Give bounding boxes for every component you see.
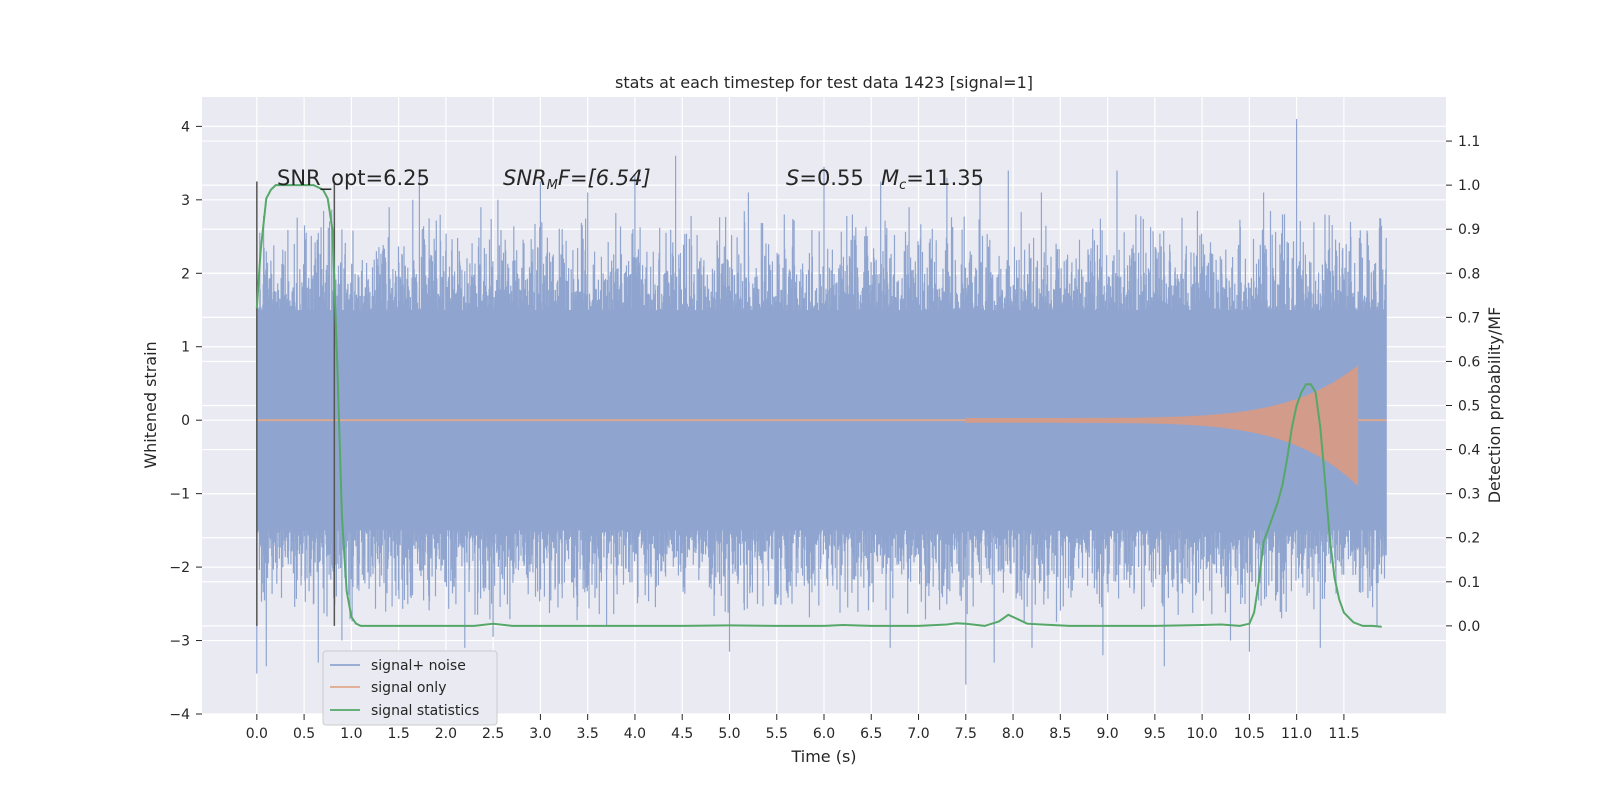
y-tick-label: 1 — [181, 340, 190, 356]
x-tick-label: 9.5 — [1144, 726, 1166, 742]
x-tick-label: 6.0 — [813, 726, 835, 742]
annotation-mc-value: =11.35 — [906, 166, 984, 190]
y2-tick-label: 0.1 — [1458, 575, 1480, 591]
y-tick-label: 0 — [181, 413, 190, 429]
y-tick-label: −1 — [169, 487, 190, 503]
x-tick-label: 1.5 — [387, 726, 409, 742]
y-axis-label-left: Whitened strain — [141, 341, 160, 468]
y2-tick-label: 0.3 — [1458, 487, 1480, 503]
y2-tick-label: 0.4 — [1458, 443, 1480, 459]
x-tick-label: 9.0 — [1096, 726, 1118, 742]
signal-only-chirp — [965, 365, 1359, 487]
y-axis-label-right: Detection probability/MF — [1485, 307, 1504, 504]
annotation-mc-sub: c — [899, 178, 906, 193]
x-tick-label: 0.0 — [246, 726, 268, 742]
legend-label-signal-noise: signal+ noise — [371, 658, 466, 674]
x-tick-label: 10.0 — [1187, 726, 1218, 742]
x-axis: 0.0 0.5 1.0 1.5 2.0 2.5 3.0 3.5 4.0 4.5 5.0 5.5 6.0 6… — [246, 714, 1359, 742]
x-tick-label: 5.5 — [766, 726, 788, 742]
y-axis-left: −4 −3 −2 −1 0 1 2 3 4 — [169, 119, 202, 723]
legend-label-statistics: signal statistics — [371, 703, 479, 719]
y2-tick-label: 0.6 — [1458, 354, 1480, 370]
annotation-snr-mf-sub: M — [547, 178, 558, 193]
y2-tick-label: 0.7 — [1458, 310, 1480, 326]
y-axis-right: 0.0 0.1 0.2 0.3 0.4 0.5 0.6 0.7 0.8 0.9 1.0 1.1 — [1446, 134, 1480, 635]
x-tick-label: 8.0 — [1002, 726, 1024, 742]
x-tick-label: 1.0 — [340, 726, 362, 742]
x-tick-label: 7.0 — [907, 726, 929, 742]
annotation-snr-opt: SNR_opt=6.25 — [277, 166, 430, 191]
x-tick-label: 2.0 — [435, 726, 457, 742]
y-tick-label: 2 — [181, 266, 190, 282]
annotation-snr-mf-rest: F=[6.54] — [558, 166, 651, 190]
x-tick-label: 2.5 — [482, 726, 504, 742]
y-tick-label: 3 — [181, 193, 190, 209]
x-tick-label: 4.5 — [671, 726, 693, 742]
annotation-mc-symbol: M — [881, 166, 899, 190]
x-tick-label: 10.5 — [1234, 726, 1265, 742]
x-tick-label: 8.5 — [1049, 726, 1071, 742]
annotation-s: S=0.55 — [786, 166, 864, 190]
chart-title: stats at each timestep for test data 142… — [615, 73, 1033, 92]
legend-box — [322, 650, 498, 726]
annotation-snr-mf-main: SNR — [503, 166, 547, 190]
x-tick-label: 11.0 — [1281, 726, 1312, 742]
x-axis-label: Time (s) — [790, 747, 856, 766]
x-tick-label: 0.5 — [293, 726, 315, 742]
y2-tick-label: 0.5 — [1458, 399, 1480, 415]
x-tick-label: 4.0 — [624, 726, 646, 742]
statistics-line — [255, 184, 1382, 628]
x-tick-label: 11.5 — [1328, 726, 1359, 742]
y2-tick-label: 0.2 — [1458, 531, 1480, 547]
y2-tick-label: 1.0 — [1458, 178, 1480, 194]
y2-tick-label: 0.8 — [1458, 266, 1480, 282]
y-tick-label: −4 — [169, 707, 190, 723]
y2-tick-label: 0.0 — [1458, 619, 1480, 635]
x-tick-label: 7.5 — [955, 726, 977, 742]
y2-tick-label: 0.9 — [1458, 222, 1480, 238]
y2-tick-label: 1.1 — [1458, 134, 1480, 150]
annotation-s-symbol: S — [786, 166, 799, 190]
series-signal-only — [256, 365, 1387, 487]
x-tick-label: 3.0 — [529, 726, 551, 742]
annotation-mc: Mc=11.35 — [881, 166, 984, 193]
annotation-s-value: =0.55 — [799, 166, 863, 190]
legend-label-signal-only: signal only — [371, 680, 446, 696]
y-tick-label: −2 — [169, 560, 190, 576]
y-tick-label: 4 — [181, 119, 190, 135]
x-tick-label: 6.5 — [860, 726, 882, 742]
annotation-snr-mf: SNRMF=[6.54] — [503, 166, 651, 193]
series-signal-statistics — [255, 184, 1382, 628]
x-tick-label: 5.0 — [718, 726, 740, 742]
legend: signal+ noise signal only signal statist… — [322, 650, 498, 726]
x-tick-label: 3.5 — [577, 726, 599, 742]
y-tick-label: −3 — [169, 634, 190, 650]
